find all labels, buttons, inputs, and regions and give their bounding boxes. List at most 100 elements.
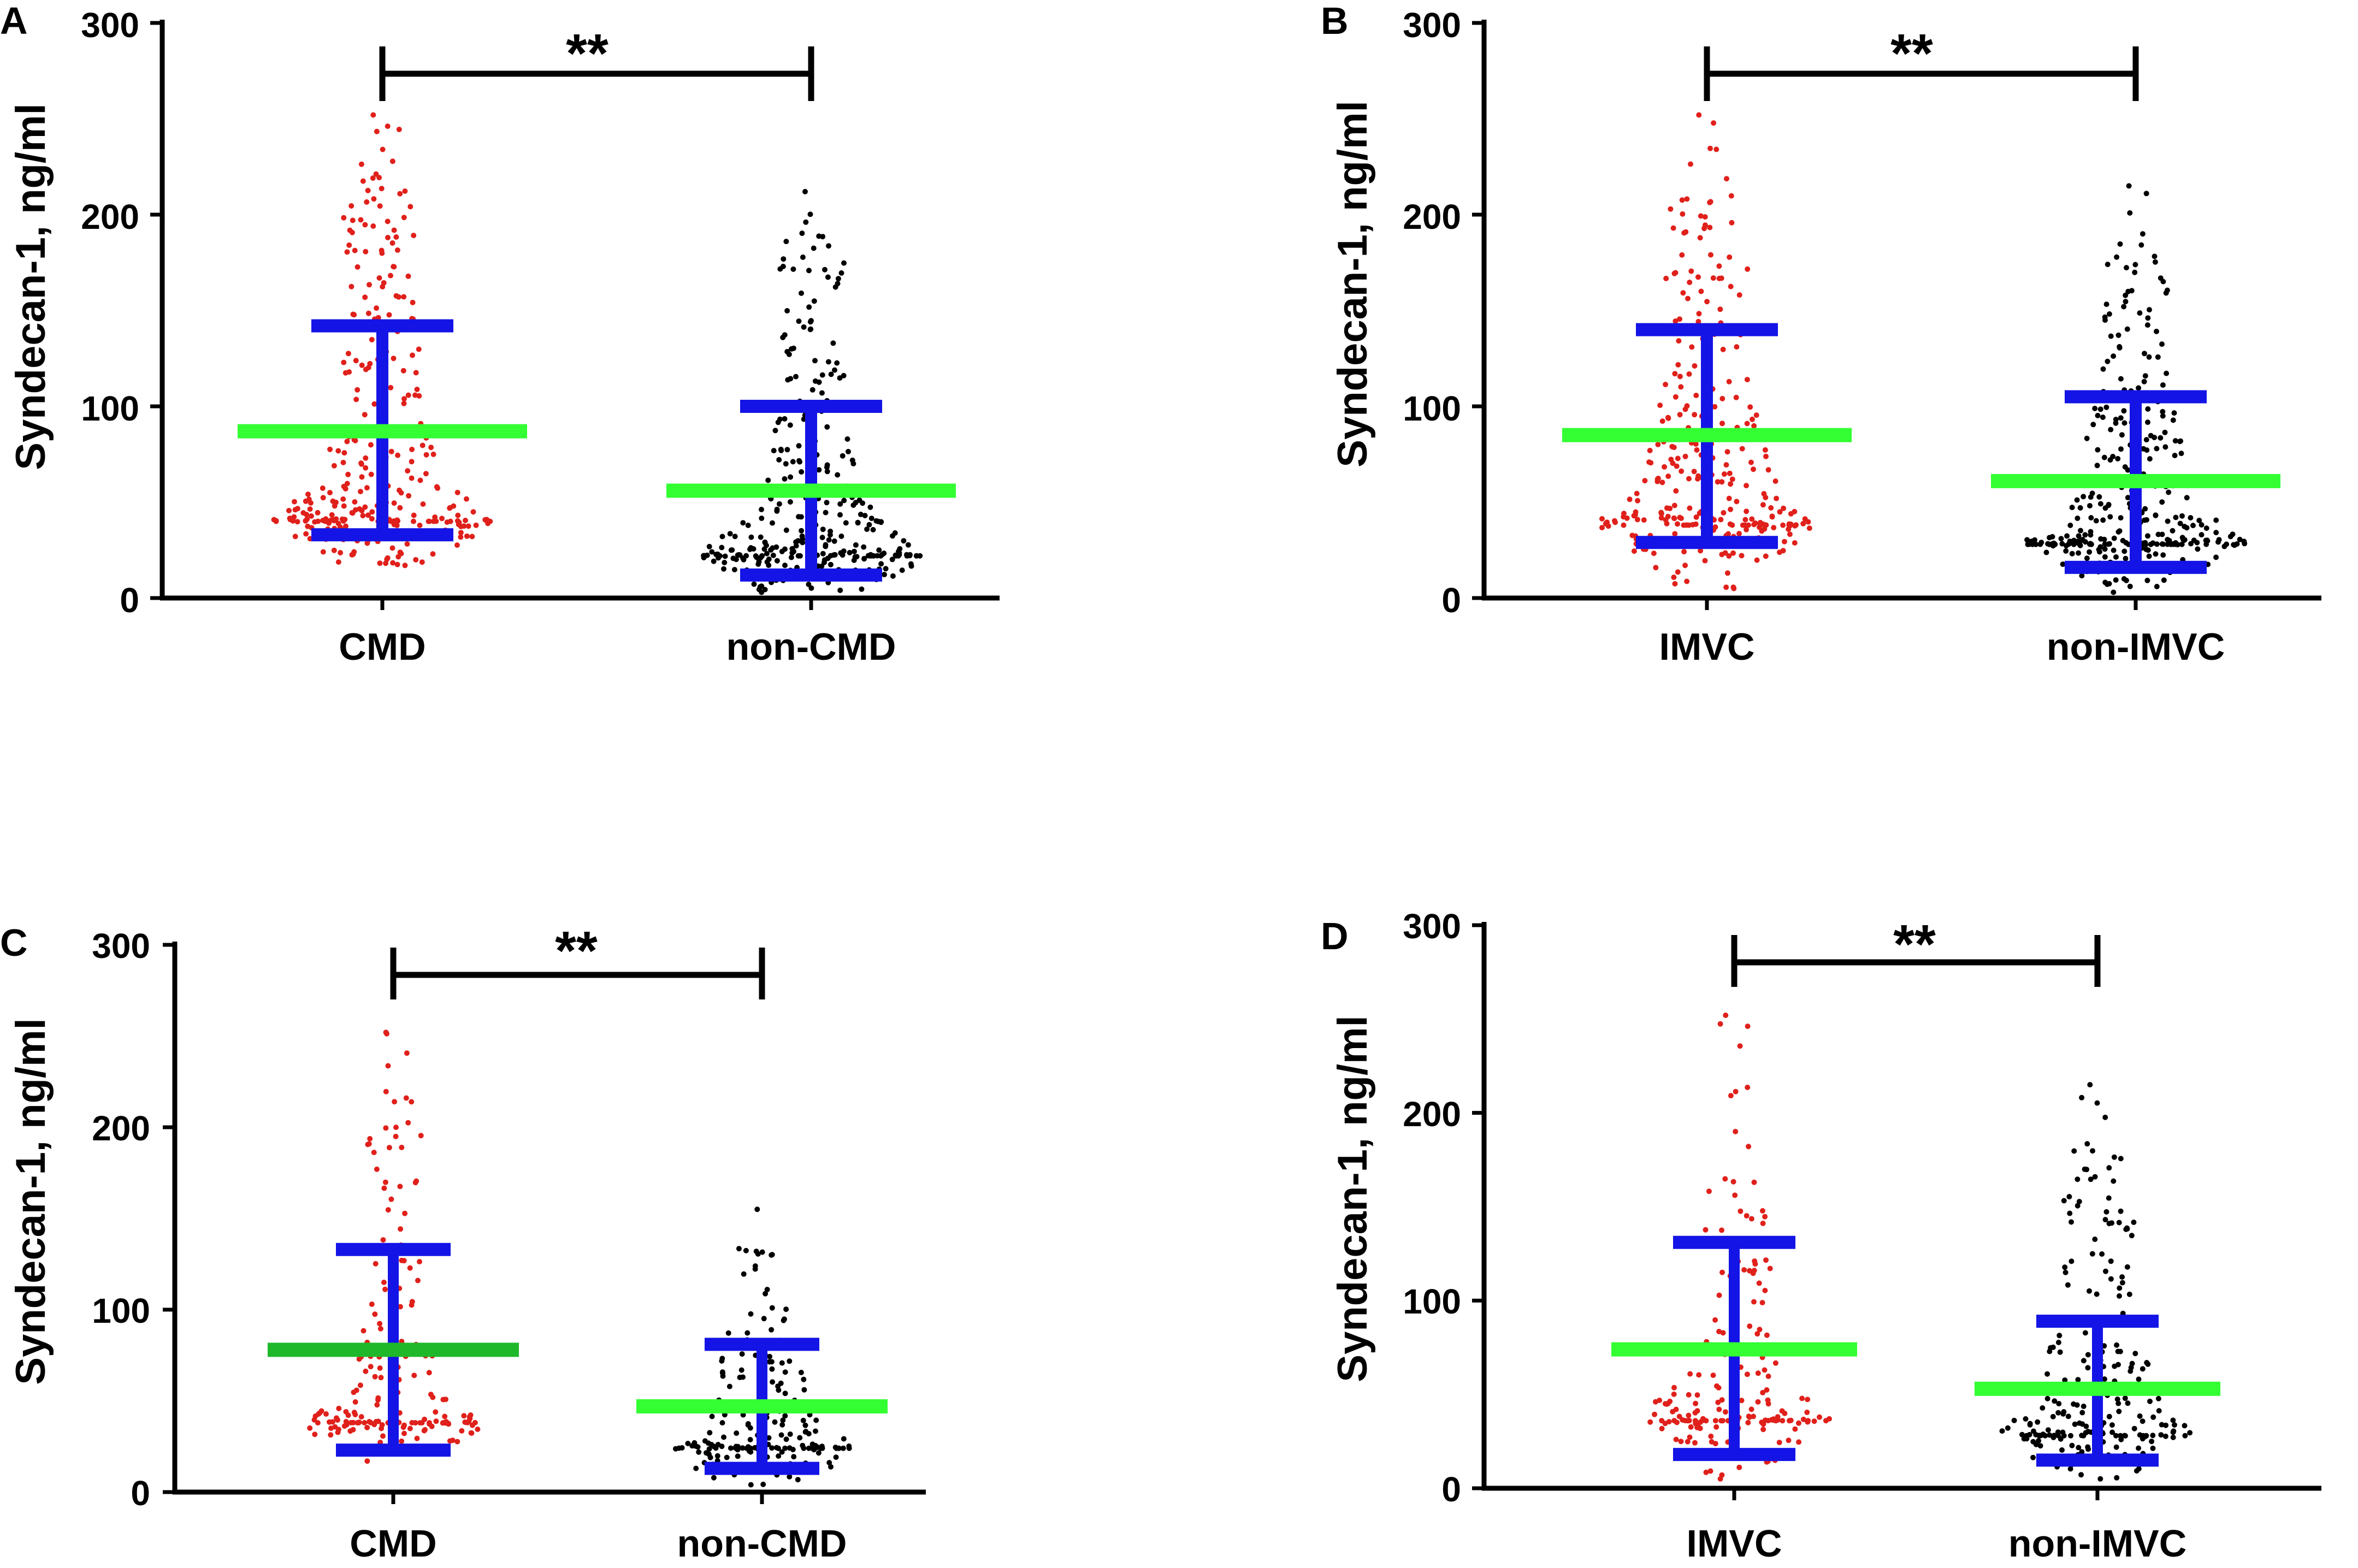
data-point	[397, 1304, 403, 1310]
data-point	[374, 128, 380, 134]
data-point	[430, 451, 436, 457]
data-point	[455, 512, 461, 518]
data-point	[1604, 519, 1610, 525]
data-point	[1780, 522, 1786, 528]
data-point	[377, 1365, 383, 1371]
data-point	[1728, 283, 1734, 289]
data-point	[2190, 523, 2196, 529]
data-point	[1672, 531, 1678, 537]
data-point	[2079, 1094, 2085, 1100]
data-point	[673, 1446, 678, 1452]
data-point	[2115, 332, 2121, 338]
data-point	[1653, 565, 1659, 571]
data-point	[702, 1438, 708, 1444]
data-point	[841, 260, 847, 266]
data-point	[454, 518, 460, 524]
data-point	[2113, 1444, 2119, 1450]
data-point	[2121, 408, 2127, 414]
data-point	[2085, 1352, 2091, 1358]
data-point	[2188, 515, 2194, 520]
data-point	[2055, 1410, 2061, 1416]
data-point	[2089, 1251, 2095, 1257]
data-point	[1621, 514, 1627, 520]
data-point	[1827, 1416, 1832, 1422]
data-point	[385, 1207, 391, 1213]
data-point	[2106, 1165, 2112, 1171]
data-point	[2047, 1348, 2053, 1354]
data-point	[1734, 344, 1740, 350]
data-point	[798, 1370, 804, 1375]
data-point	[2195, 546, 2201, 552]
data-point	[793, 539, 799, 545]
data-point	[2067, 1466, 2073, 1472]
data-point	[2027, 1421, 2033, 1427]
data-point	[393, 1133, 399, 1139]
data-point	[2069, 1258, 2075, 1264]
data-point	[2078, 537, 2084, 543]
data-point	[469, 534, 475, 540]
data-point	[2152, 435, 2158, 440]
data-point	[2110, 453, 2116, 459]
data-point	[2064, 533, 2070, 539]
sd-lower-cap	[1673, 1448, 1795, 1462]
data-point	[2163, 1422, 2169, 1428]
x-category-label-1: CMD	[350, 1522, 436, 1565]
data-point	[778, 1432, 784, 1438]
data-point	[2057, 1349, 2063, 1355]
data-point	[748, 1311, 754, 1317]
data-point	[820, 526, 826, 532]
data-point	[2113, 577, 2119, 583]
data-point	[1782, 539, 1787, 545]
data-point	[1679, 252, 1685, 258]
data-point	[327, 446, 333, 452]
data-point	[2117, 1285, 2123, 1291]
data-point	[369, 509, 375, 515]
data-point	[1760, 1389, 1766, 1395]
data-point	[732, 534, 738, 540]
data-point	[2237, 536, 2243, 542]
data-point	[826, 243, 831, 249]
data-point	[409, 1420, 415, 1425]
data-point	[819, 390, 825, 396]
data-point	[2172, 1422, 2177, 1428]
data-point	[756, 559, 762, 565]
data-point	[1762, 447, 1768, 453]
data-point	[870, 526, 876, 532]
data-point	[1670, 225, 1676, 231]
data-point	[2088, 541, 2094, 547]
data-point	[374, 1402, 380, 1408]
data-point	[383, 560, 389, 566]
data-point	[1693, 521, 1699, 527]
data-point	[1708, 1433, 1714, 1439]
y-axis-label: Syndecan-1, ng/ml	[8, 103, 54, 470]
data-point	[2060, 1411, 2066, 1417]
data-point	[753, 553, 759, 559]
data-point	[796, 514, 802, 520]
data-point	[832, 552, 838, 558]
data-point	[766, 1359, 772, 1365]
data-point	[1733, 394, 1739, 400]
data-point	[761, 1316, 767, 1322]
data-point	[1692, 1440, 1698, 1446]
data-point	[2036, 1438, 2042, 1443]
data-point	[2168, 541, 2174, 547]
data-point	[2171, 1428, 2177, 1434]
data-point	[1665, 513, 1671, 519]
data-point	[317, 1410, 323, 1416]
data-point	[2103, 1268, 2108, 1274]
data-point	[2062, 1264, 2068, 1270]
data-point	[1744, 526, 1750, 532]
data-point	[2102, 554, 2108, 560]
data-point	[1728, 481, 1734, 487]
data-point	[2153, 551, 2159, 557]
data-point	[1718, 517, 1724, 523]
data-point	[329, 517, 335, 523]
data-point	[360, 513, 366, 519]
data-point	[351, 312, 357, 318]
data-point	[2187, 1430, 2193, 1436]
data-point	[782, 416, 788, 422]
data-point	[1726, 378, 1732, 384]
data-point	[2082, 1166, 2088, 1172]
data-point	[1765, 1397, 1771, 1403]
data-point	[838, 533, 844, 539]
